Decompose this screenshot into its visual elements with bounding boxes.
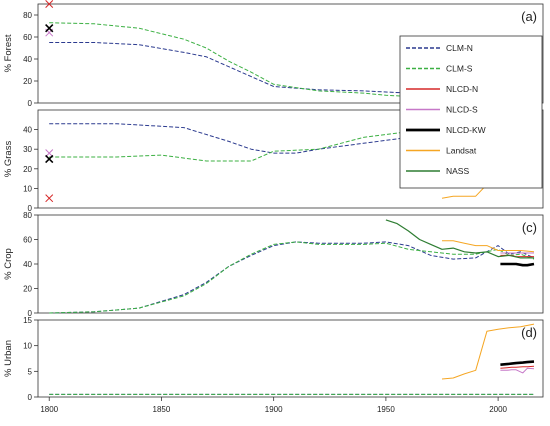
- panel-frame-forest: [37, 3, 544, 104]
- y-tick-label: 60: [23, 236, 32, 245]
- legend-label-clm-s: CLM-S: [446, 64, 473, 74]
- panel-label: (a): [521, 9, 537, 24]
- x-tick-label: 1800: [40, 405, 58, 414]
- marker-1800-nlcd-n: [45, 0, 54, 8]
- legend-box: [399, 35, 543, 189]
- series-line-clm-s: [49, 241, 535, 314]
- legend-label-landsat: Landsat: [446, 146, 477, 156]
- y-axis-label-urban: % Urban: [3, 340, 14, 377]
- panel-frame-grass: [37, 109, 544, 209]
- legend-label-nlcd-s: NLCD-S: [446, 105, 478, 115]
- y-axis-label-forest: % Forest: [3, 34, 14, 72]
- y-tick-label: 40: [23, 126, 32, 135]
- x-tick-label: 1950: [377, 405, 395, 414]
- series-line-nass: [385, 219, 534, 259]
- y-tick-label: 0: [28, 99, 33, 108]
- x-tick-label: 2000: [489, 405, 507, 414]
- y-tick-label: 40: [23, 55, 32, 64]
- y-tick-label: 80: [23, 211, 32, 220]
- y-tick-label: 80: [23, 11, 32, 20]
- legend-label-clm-n: CLM-N: [446, 43, 473, 53]
- y-tick-label: 40: [23, 260, 32, 269]
- series-line-nlcd-n: [500, 365, 535, 369]
- panel-frame-crop: [37, 214, 544, 314]
- panel-label: (c): [522, 220, 537, 235]
- y-tick-label: 5: [28, 367, 33, 376]
- y-tick-label: 10: [23, 184, 32, 193]
- y-axis-label-grass: % Grass: [3, 141, 14, 178]
- series-line-nlcd-s: [500, 367, 535, 374]
- marker-1800-nlcd-kw: [45, 24, 54, 33]
- y-tick-label: 15: [23, 316, 32, 325]
- legend-label-nlcd-n: NLCD-N: [446, 84, 478, 94]
- series-line-nlcd-kw: [500, 262, 535, 267]
- y-tick-label: 0: [28, 309, 33, 318]
- x-tick-label: 1900: [265, 405, 283, 414]
- y-tick-label: 0: [28, 393, 33, 402]
- series-line-landsat: [441, 323, 535, 380]
- series-line-nlcd-kw: [500, 360, 535, 366]
- series-line-clm-n: [49, 241, 535, 314]
- y-tick-label: 60: [23, 33, 32, 42]
- legend-label-nlcd-kw: NLCD-KW: [446, 125, 486, 135]
- y-tick-label: 0: [28, 204, 33, 213]
- series-line-landsat: [442, 240, 535, 253]
- series-line-clm-s: [49, 22, 532, 97]
- panel-label: (d): [521, 325, 537, 340]
- panel-frame-urban: [37, 319, 544, 398]
- y-axis-label-crop: % Crop: [3, 248, 14, 280]
- series-line-clm-s: [49, 125, 532, 162]
- y-tick-label: 20: [23, 77, 32, 86]
- y-tick-label: 30: [23, 145, 32, 154]
- y-tick-label: 10: [23, 342, 32, 351]
- x-tick-label: 1850: [153, 405, 171, 414]
- marker-1800-nlcd-n: [45, 194, 54, 203]
- y-tick-label: 20: [23, 165, 32, 174]
- y-tick-label: 20: [23, 285, 32, 294]
- legend-label-nass: NASS: [446, 166, 469, 176]
- marker-1800-nlcd-kw: [45, 154, 54, 164]
